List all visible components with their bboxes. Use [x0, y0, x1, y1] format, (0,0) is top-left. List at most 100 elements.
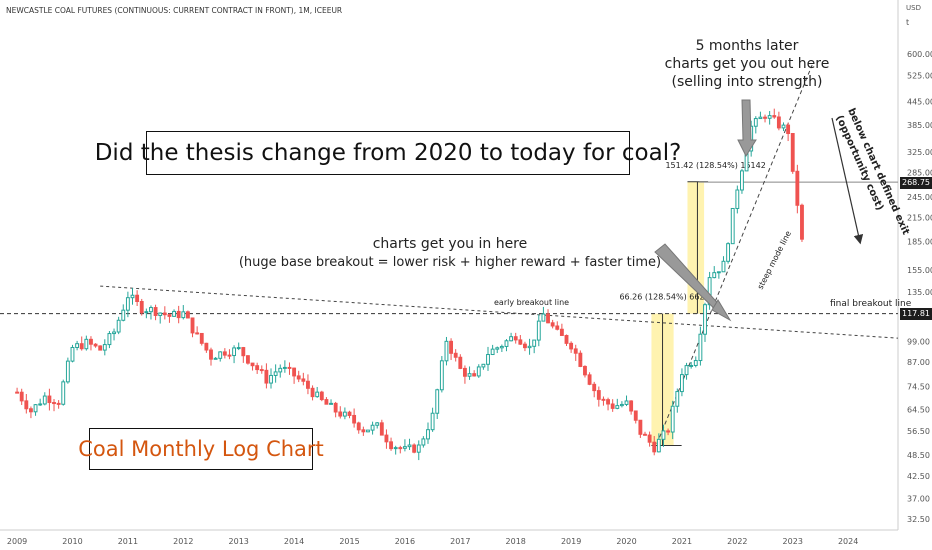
candle-body — [84, 338, 89, 350]
exit-arrow-line — [831, 117, 864, 245]
candle-body — [421, 438, 426, 446]
candle-body — [679, 374, 684, 393]
y-tick-label-9: 155.00 — [907, 266, 932, 275]
candle-body — [393, 447, 398, 450]
candle-body — [296, 375, 301, 380]
candle-body — [259, 369, 264, 372]
candle-body — [790, 133, 795, 172]
y-tick-label-2: 445.00 — [907, 98, 932, 107]
x-tick-label-1: 2010 — [62, 537, 82, 546]
candle-body — [107, 333, 112, 346]
y-tick-label-15: 64.50 — [907, 406, 930, 415]
candle-body — [412, 444, 417, 453]
main-title: Did the thesis change from 2020 to today… — [94, 140, 682, 166]
candle-body — [255, 365, 260, 371]
candle-body — [98, 345, 103, 351]
x-tick-label-12: 2021 — [672, 537, 692, 546]
candle-body — [269, 374, 273, 384]
candle-body — [56, 402, 61, 405]
candle-body — [407, 444, 412, 448]
candle-body — [509, 336, 514, 342]
candle-body — [795, 170, 800, 206]
candles-group — [15, 108, 804, 461]
x-tick-label-11: 2020 — [616, 537, 636, 546]
candle-body — [629, 400, 634, 412]
candle-body — [578, 352, 583, 367]
candle-body — [753, 118, 758, 127]
candle-body — [19, 391, 24, 402]
candle-body — [490, 348, 495, 356]
candle-body — [402, 446, 407, 449]
candle-body — [278, 367, 283, 373]
candle-body — [472, 373, 477, 377]
candle-body — [615, 405, 620, 409]
candle-body — [670, 405, 675, 433]
candle-body — [435, 389, 440, 414]
candle-body — [675, 391, 680, 407]
y-tick-label-17: 48.50 — [907, 451, 930, 460]
candle-body — [301, 378, 306, 382]
candle-body — [89, 338, 93, 345]
y-tick-label-0: 600.00 — [907, 50, 932, 59]
candle-body — [758, 116, 763, 120]
x-tick-label-13: 2022 — [727, 537, 747, 546]
candle-body — [379, 422, 384, 436]
y-tick-label-18: 42.50 — [907, 472, 930, 481]
x-tick-label-15: 2024 — [838, 537, 858, 546]
y-tick-label-19: 37.00 — [907, 494, 930, 503]
candle-body — [324, 399, 329, 405]
y-tick-label-6: 245.00 — [907, 193, 932, 202]
final-breakout-label: final breakout line — [830, 299, 912, 309]
candle-body — [181, 311, 186, 319]
candle-body — [29, 408, 33, 413]
candle-body — [592, 383, 597, 392]
exit-note-line1: below chart defined exit — [845, 107, 911, 237]
candle-body — [338, 411, 343, 417]
candle-body — [619, 403, 624, 407]
candle-body — [601, 398, 606, 401]
candle-body — [624, 400, 629, 405]
x-tick-label-5: 2014 — [284, 537, 304, 546]
mid-note-line2: (huge base breakout = lower risk + highe… — [239, 255, 661, 270]
x-tick-label-14: 2023 — [783, 537, 803, 546]
steep-mode-label: steep mode line — [756, 229, 793, 291]
candle-body — [227, 354, 232, 357]
candle-body — [185, 311, 190, 319]
y-tick-label-12: 99.00 — [907, 337, 930, 346]
candle-body — [666, 430, 671, 433]
candle-body — [315, 391, 320, 398]
candle-body — [389, 441, 393, 450]
steep-mode-trendline — [653, 64, 813, 451]
candle-body — [167, 314, 172, 317]
candle-body — [652, 441, 657, 453]
candle-body — [703, 304, 707, 335]
candle-body — [121, 309, 126, 321]
candle-body — [523, 343, 527, 349]
candle-body — [763, 116, 767, 119]
candle-body — [693, 360, 698, 366]
candle-body — [70, 346, 75, 362]
candle-body — [633, 410, 638, 421]
y-tick-label-8: 185.00 — [907, 238, 932, 247]
candle-body — [555, 325, 560, 330]
x-tick-label-6: 2015 — [339, 537, 359, 546]
candle-body — [33, 404, 38, 413]
candle-body — [384, 434, 389, 443]
candle-body — [689, 364, 694, 367]
candle-body — [370, 424, 375, 431]
candle-body — [250, 362, 255, 367]
y-tick-label-1: 525.00 — [907, 71, 932, 80]
candle-body — [587, 374, 592, 385]
candle-body — [75, 343, 80, 348]
candle-body — [398, 447, 403, 450]
top-note-line1: 5 months later — [696, 38, 799, 54]
y-tick-label-5: 285.00 — [907, 169, 932, 178]
candle-body — [546, 313, 550, 324]
candle-body — [453, 352, 458, 358]
x-tick-label-3: 2012 — [173, 537, 193, 546]
symbol-title: NEWCASTLE COAL FUTURES (CONTINUOUS: CURR… — [6, 6, 343, 15]
candle-body — [245, 355, 250, 364]
candle-body — [38, 403, 43, 406]
